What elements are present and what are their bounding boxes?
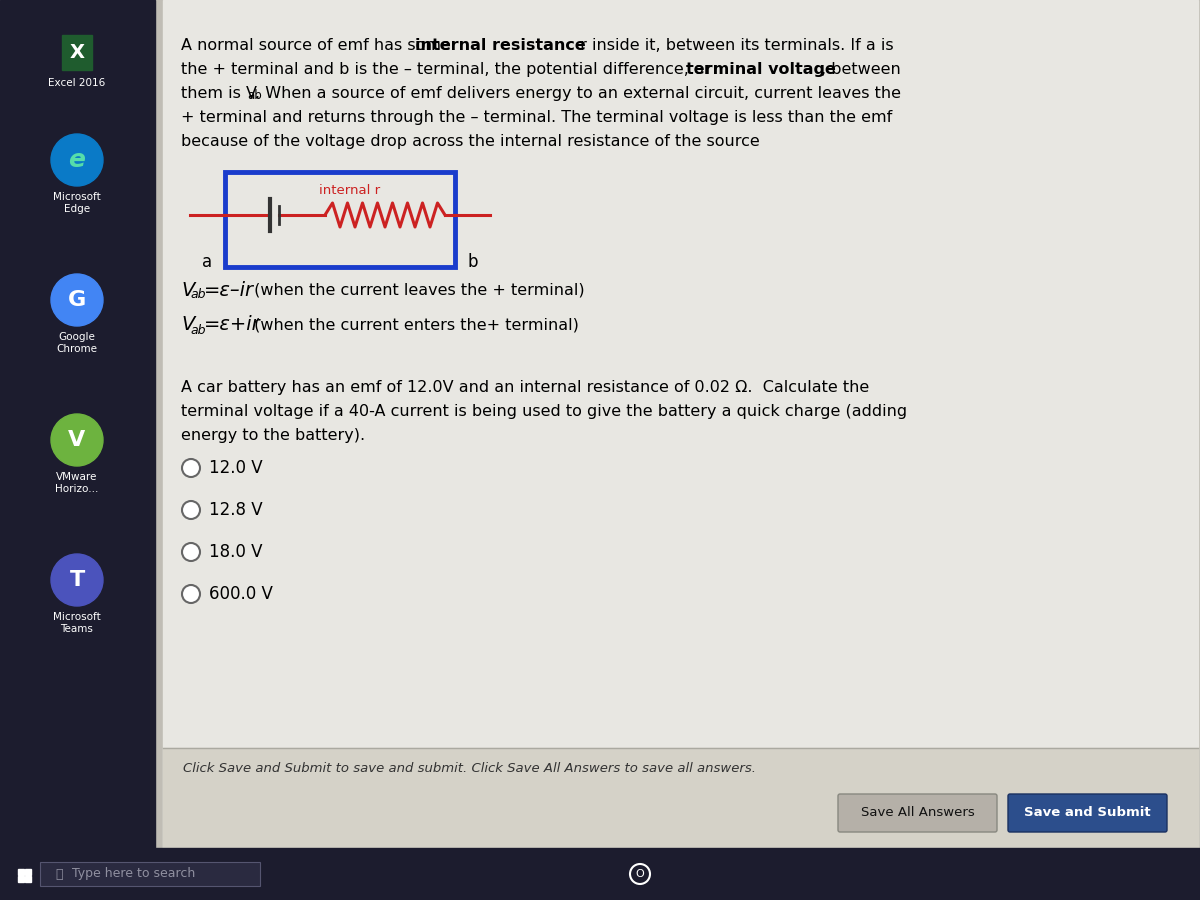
Text: , between: , between bbox=[821, 62, 900, 77]
Circle shape bbox=[182, 543, 200, 561]
Text: A car battery has an emf of 12.0V and an internal resistance of 0.02 Ω.  Calcula: A car battery has an emf of 12.0V and an… bbox=[181, 380, 869, 395]
Text: . When a source of emf delivers energy to an external circuit, current leaves th: . When a source of emf delivers energy t… bbox=[254, 86, 901, 101]
Text: Save All Answers: Save All Answers bbox=[860, 806, 974, 820]
Text: Microsoft
Teams: Microsoft Teams bbox=[53, 612, 101, 634]
Text: energy to the battery).: energy to the battery). bbox=[181, 428, 365, 443]
Text: ab: ab bbox=[190, 289, 205, 302]
Text: O: O bbox=[636, 869, 644, 879]
Circle shape bbox=[182, 501, 200, 519]
Text: + terminal and returns through the – terminal. The terminal voltage is less than: + terminal and returns through the – ter… bbox=[181, 110, 893, 125]
Text: Save and Submit: Save and Submit bbox=[1024, 806, 1151, 820]
Text: internal resistance: internal resistance bbox=[415, 38, 586, 53]
Bar bbox=[0, 848, 1200, 900]
Text: Microsoft
Edge: Microsoft Edge bbox=[53, 192, 101, 213]
Bar bbox=[163, 0, 1198, 848]
Text: ⌕: ⌕ bbox=[55, 868, 62, 880]
Circle shape bbox=[182, 585, 200, 603]
Text: ab: ab bbox=[190, 323, 205, 337]
Circle shape bbox=[50, 554, 103, 606]
Bar bbox=[62, 35, 92, 70]
Text: G: G bbox=[68, 290, 86, 310]
Text: 18.0 V: 18.0 V bbox=[209, 543, 263, 561]
Text: terminal voltage if a 40-A current is being used to give the battery a quick cha: terminal voltage if a 40-A current is be… bbox=[181, 404, 907, 419]
Text: 600.0 V: 600.0 V bbox=[209, 585, 272, 603]
Bar bbox=[18, 869, 24, 875]
Text: a: a bbox=[202, 253, 212, 271]
Text: (when the current leaves the + terminal): (when the current leaves the + terminal) bbox=[248, 283, 584, 298]
Text: (when the current enters the+ terminal): (when the current enters the+ terminal) bbox=[248, 318, 578, 332]
Text: internal r: internal r bbox=[319, 184, 380, 197]
Circle shape bbox=[182, 459, 200, 477]
Text: V: V bbox=[181, 281, 194, 300]
Bar bbox=[163, 748, 1198, 848]
Text: VMware
Horizo...: VMware Horizo... bbox=[55, 472, 98, 493]
Text: A normal source of emf has some: A normal source of emf has some bbox=[181, 38, 456, 53]
Text: because of the voltage drop across the internal resistance of the source: because of the voltage drop across the i… bbox=[181, 134, 760, 149]
Text: X: X bbox=[70, 42, 84, 61]
Text: 12.8 V: 12.8 V bbox=[209, 501, 263, 519]
Text: ab: ab bbox=[247, 89, 262, 102]
Text: terminal voltage: terminal voltage bbox=[686, 62, 836, 77]
FancyBboxPatch shape bbox=[1008, 794, 1166, 832]
Text: =ε+ir: =ε+ir bbox=[204, 316, 260, 335]
Text: the + terminal and b is the – terminal, the potential difference, or: the + terminal and b is the – terminal, … bbox=[181, 62, 715, 77]
Text: them is V: them is V bbox=[181, 86, 257, 101]
Text: =ε–ir: =ε–ir bbox=[204, 281, 254, 300]
Text: 12.0 V: 12.0 V bbox=[209, 459, 263, 477]
Text: V: V bbox=[181, 316, 194, 335]
FancyBboxPatch shape bbox=[838, 794, 997, 832]
Circle shape bbox=[50, 414, 103, 466]
Bar bbox=[18, 876, 24, 882]
Bar bbox=[25, 869, 31, 875]
Text: r inside it, between its terminals. If a is: r inside it, between its terminals. If a… bbox=[575, 38, 894, 53]
Text: Excel 2016: Excel 2016 bbox=[48, 78, 106, 88]
Circle shape bbox=[50, 274, 103, 326]
Text: V: V bbox=[68, 430, 85, 450]
Text: Google
Chrome: Google Chrome bbox=[56, 332, 97, 354]
Bar bbox=[40, 862, 260, 886]
Text: Type here to search: Type here to search bbox=[72, 868, 196, 880]
Bar bbox=[0, 0, 155, 848]
Text: e: e bbox=[68, 148, 85, 172]
Text: b: b bbox=[468, 253, 479, 271]
Text: Click Save and Submit to save and submit. Click Save All Answers to save all ans: Click Save and Submit to save and submit… bbox=[182, 761, 756, 775]
Bar bbox=[226, 172, 455, 267]
Text: T: T bbox=[70, 570, 85, 590]
Bar bbox=[25, 876, 31, 882]
Circle shape bbox=[50, 134, 103, 186]
